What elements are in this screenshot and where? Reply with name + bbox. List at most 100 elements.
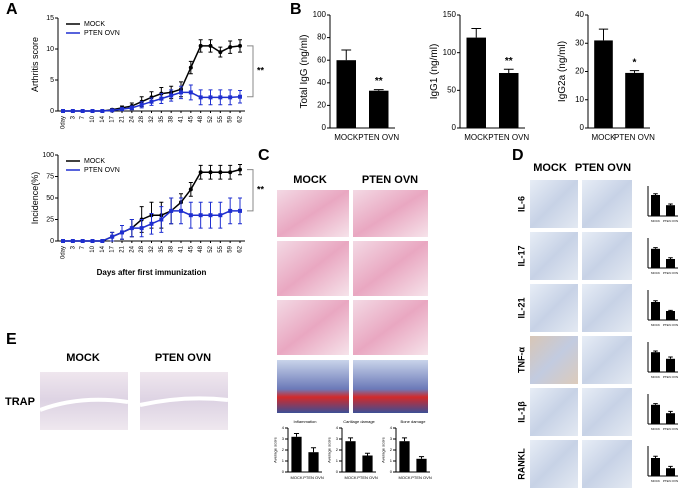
y-tick-label: 100 xyxy=(42,152,54,159)
x-tick-label: MOCK xyxy=(651,375,660,379)
data-point xyxy=(139,226,144,231)
y-tick-label: 15 xyxy=(46,15,54,22)
data-point xyxy=(100,239,105,243)
error-bar xyxy=(668,203,673,206)
histology-image xyxy=(582,388,632,436)
panel-d-images: MOCK PTEN OVN IL-6 IL-17 IL-21 TNF-α IL-1β RA… xyxy=(516,162,632,488)
x-tick-label: PTEN OVN xyxy=(663,375,678,379)
y-tick-label: 1 xyxy=(336,458,339,463)
data-point xyxy=(129,105,134,110)
tissue-feature xyxy=(139,396,229,407)
data-point xyxy=(120,230,124,235)
error-bar xyxy=(401,437,408,442)
significance-label: ** xyxy=(257,185,265,195)
data-point xyxy=(80,239,85,243)
bar xyxy=(369,90,389,128)
y-tick-label: 0 xyxy=(50,108,54,115)
bar xyxy=(499,73,519,128)
column-header: PTEN OVN xyxy=(155,352,211,364)
y-tick-label: 3 xyxy=(336,436,339,441)
bar xyxy=(594,40,613,128)
data-point xyxy=(159,96,164,101)
y-tick-label: 10 xyxy=(575,95,584,104)
error-bar xyxy=(471,28,482,38)
data-point xyxy=(188,213,193,218)
x-tick-label: 45 xyxy=(188,115,194,122)
x-tick-label: MOCK xyxy=(651,271,660,275)
x-tick-label: 28 xyxy=(139,115,145,122)
x-tick-label: 48 xyxy=(198,245,204,252)
x-tick-label: MOCK xyxy=(651,219,660,223)
y-tick-label: 1 xyxy=(282,458,285,463)
x-tick-label: 38 xyxy=(169,115,175,122)
x-tick-label: PTEN OVN xyxy=(303,475,324,480)
data-point xyxy=(208,43,213,48)
data-point xyxy=(228,95,233,100)
significance-bracket xyxy=(247,169,254,212)
bar xyxy=(651,404,660,424)
bar xyxy=(666,259,675,268)
panel-label: A xyxy=(6,1,18,18)
row-label: TRAP xyxy=(5,396,35,408)
panel-label: B xyxy=(290,1,302,18)
histology-image xyxy=(582,232,632,280)
error-bar xyxy=(668,410,673,414)
bar xyxy=(666,358,675,372)
y-tick-label: 2 xyxy=(336,447,339,452)
x-tick-label: 55 xyxy=(218,245,224,252)
x-tick-label: 10 xyxy=(90,245,96,252)
x-tick-label: 0day xyxy=(61,246,67,259)
row-label: TNF-α xyxy=(516,347,526,373)
y-tick-label: 100 xyxy=(313,10,327,19)
x-tick-label: 32 xyxy=(149,115,155,122)
error-bar xyxy=(653,403,658,405)
y-tick-label: 40 xyxy=(575,10,584,19)
data-point xyxy=(208,95,213,100)
data-point xyxy=(129,226,134,231)
data-point xyxy=(238,208,242,213)
bar xyxy=(336,60,356,129)
y-tick-label: 4 xyxy=(390,425,393,430)
data-point xyxy=(159,217,164,222)
row-label: IL-17 xyxy=(516,245,526,266)
y-tick-label: 2 xyxy=(282,447,285,452)
x-tick-label: 59 xyxy=(228,115,234,122)
x-tick-label: PTEN OVN xyxy=(357,475,378,480)
data-point xyxy=(238,94,242,99)
chart-title: Bone damage xyxy=(401,419,427,424)
row-label: IL-6 xyxy=(516,196,526,212)
x-tick-label: 0day xyxy=(61,116,67,129)
bar xyxy=(666,205,675,216)
data-point xyxy=(179,208,183,213)
data-point xyxy=(100,109,105,113)
panel-c-images: MOCK PTEN OVN xyxy=(277,174,428,413)
y-tick-label: 0 xyxy=(580,123,585,132)
histology-image xyxy=(582,440,632,488)
data-point xyxy=(80,109,85,113)
x-tick-label: PTEN OVN xyxy=(663,323,678,327)
y-axis-label: Arthritis score xyxy=(30,37,40,92)
histology-image xyxy=(277,241,349,296)
y-tick-label: 0 xyxy=(50,238,54,245)
x-tick-label: 3 xyxy=(70,115,76,119)
data-point xyxy=(70,109,75,113)
x-tick-label: 62 xyxy=(238,115,244,122)
x-tick-label: MOCK xyxy=(592,133,617,142)
bar xyxy=(291,436,302,472)
row-label: IL-21 xyxy=(516,297,526,318)
x-tick-label: 7 xyxy=(80,115,86,119)
error-bar xyxy=(293,433,300,437)
x-tick-label: 55 xyxy=(218,115,224,122)
y-tick-label: 0 xyxy=(336,469,339,474)
y-tick-label: 40 xyxy=(317,78,326,87)
error-bar xyxy=(653,300,658,302)
x-tick-label: PTEN OVN xyxy=(614,133,655,142)
data-point xyxy=(228,170,233,175)
y-tick-label: 5 xyxy=(50,77,54,84)
bar xyxy=(466,37,486,128)
x-tick-label: 59 xyxy=(228,245,234,252)
panel-label: E xyxy=(6,331,17,348)
histology-image xyxy=(582,180,632,228)
histology-image xyxy=(582,336,632,384)
error-bar xyxy=(373,89,384,91)
